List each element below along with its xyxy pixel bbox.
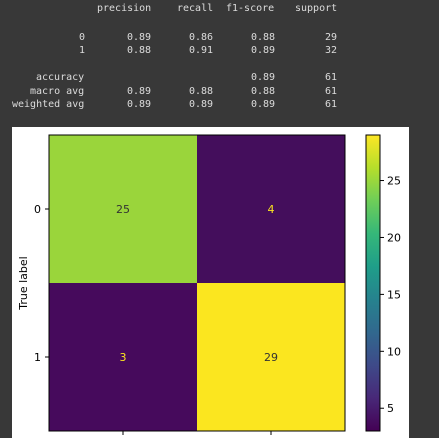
matrix-cell [49, 135, 197, 283]
colorbar-tick-label: 10 [387, 345, 401, 358]
report-cell: 0.86 [189, 32, 214, 43]
colorbar-tick-label: 5 [387, 402, 394, 415]
report-row-label: accuracy [36, 72, 85, 83]
report-header-f1: f1-score [226, 3, 275, 14]
report-cell: 0.89 [189, 99, 214, 110]
y-tick-label: 1 [34, 351, 41, 364]
cell-value-label: 25 [116, 203, 130, 216]
colorbar-tick-label: 15 [387, 288, 401, 301]
report-cell: 0.91 [189, 45, 214, 56]
report-cell: 0.89 [127, 99, 152, 110]
report-row-label: 0 [79, 32, 86, 43]
report-header-precision: precision [97, 3, 152, 14]
report-header-recall: recall [177, 3, 214, 14]
cell-value-label: 4 [268, 203, 275, 216]
matrix-cell [197, 283, 345, 431]
report-cell: 29 [325, 32, 338, 43]
report-header-support: support [295, 3, 338, 14]
y-tick-label: 0 [34, 203, 41, 216]
colorbar [365, 134, 381, 432]
report-cell: 0.88 [127, 45, 152, 56]
cell-value-label: 3 [120, 351, 127, 364]
report-cell: 0.89 [251, 45, 276, 56]
report-row-label: 1 [79, 45, 86, 56]
report-cell: 0.89 [127, 32, 152, 43]
report-cell: 0.88 [189, 86, 214, 97]
y-axis-label: True label [17, 256, 30, 310]
report-cell: 0.89 [251, 72, 276, 83]
report-cell: 61 [325, 72, 338, 83]
report-cell: 0.89 [127, 86, 152, 97]
classification-report: precision recall f1-score support 0 0.89… [0, 0, 439, 120]
report-row-label: macro avg [30, 86, 85, 97]
report-cell: 61 [325, 86, 338, 97]
report-cell: 0.88 [251, 32, 276, 43]
report-row-label: weighted avg [12, 99, 85, 110]
cell-value-label: 29 [264, 351, 278, 364]
matrix-cell [49, 283, 197, 431]
report-cell: 0.89 [251, 99, 276, 110]
report-cell: 61 [325, 99, 338, 110]
report-cell: 32 [325, 45, 338, 56]
colorbar-tick-label: 25 [387, 175, 401, 188]
colorbar-tick-label: 20 [387, 231, 401, 244]
matrix-cell [197, 135, 345, 283]
matrix-border [48, 134, 346, 432]
report-cell: 0.88 [251, 86, 276, 97]
